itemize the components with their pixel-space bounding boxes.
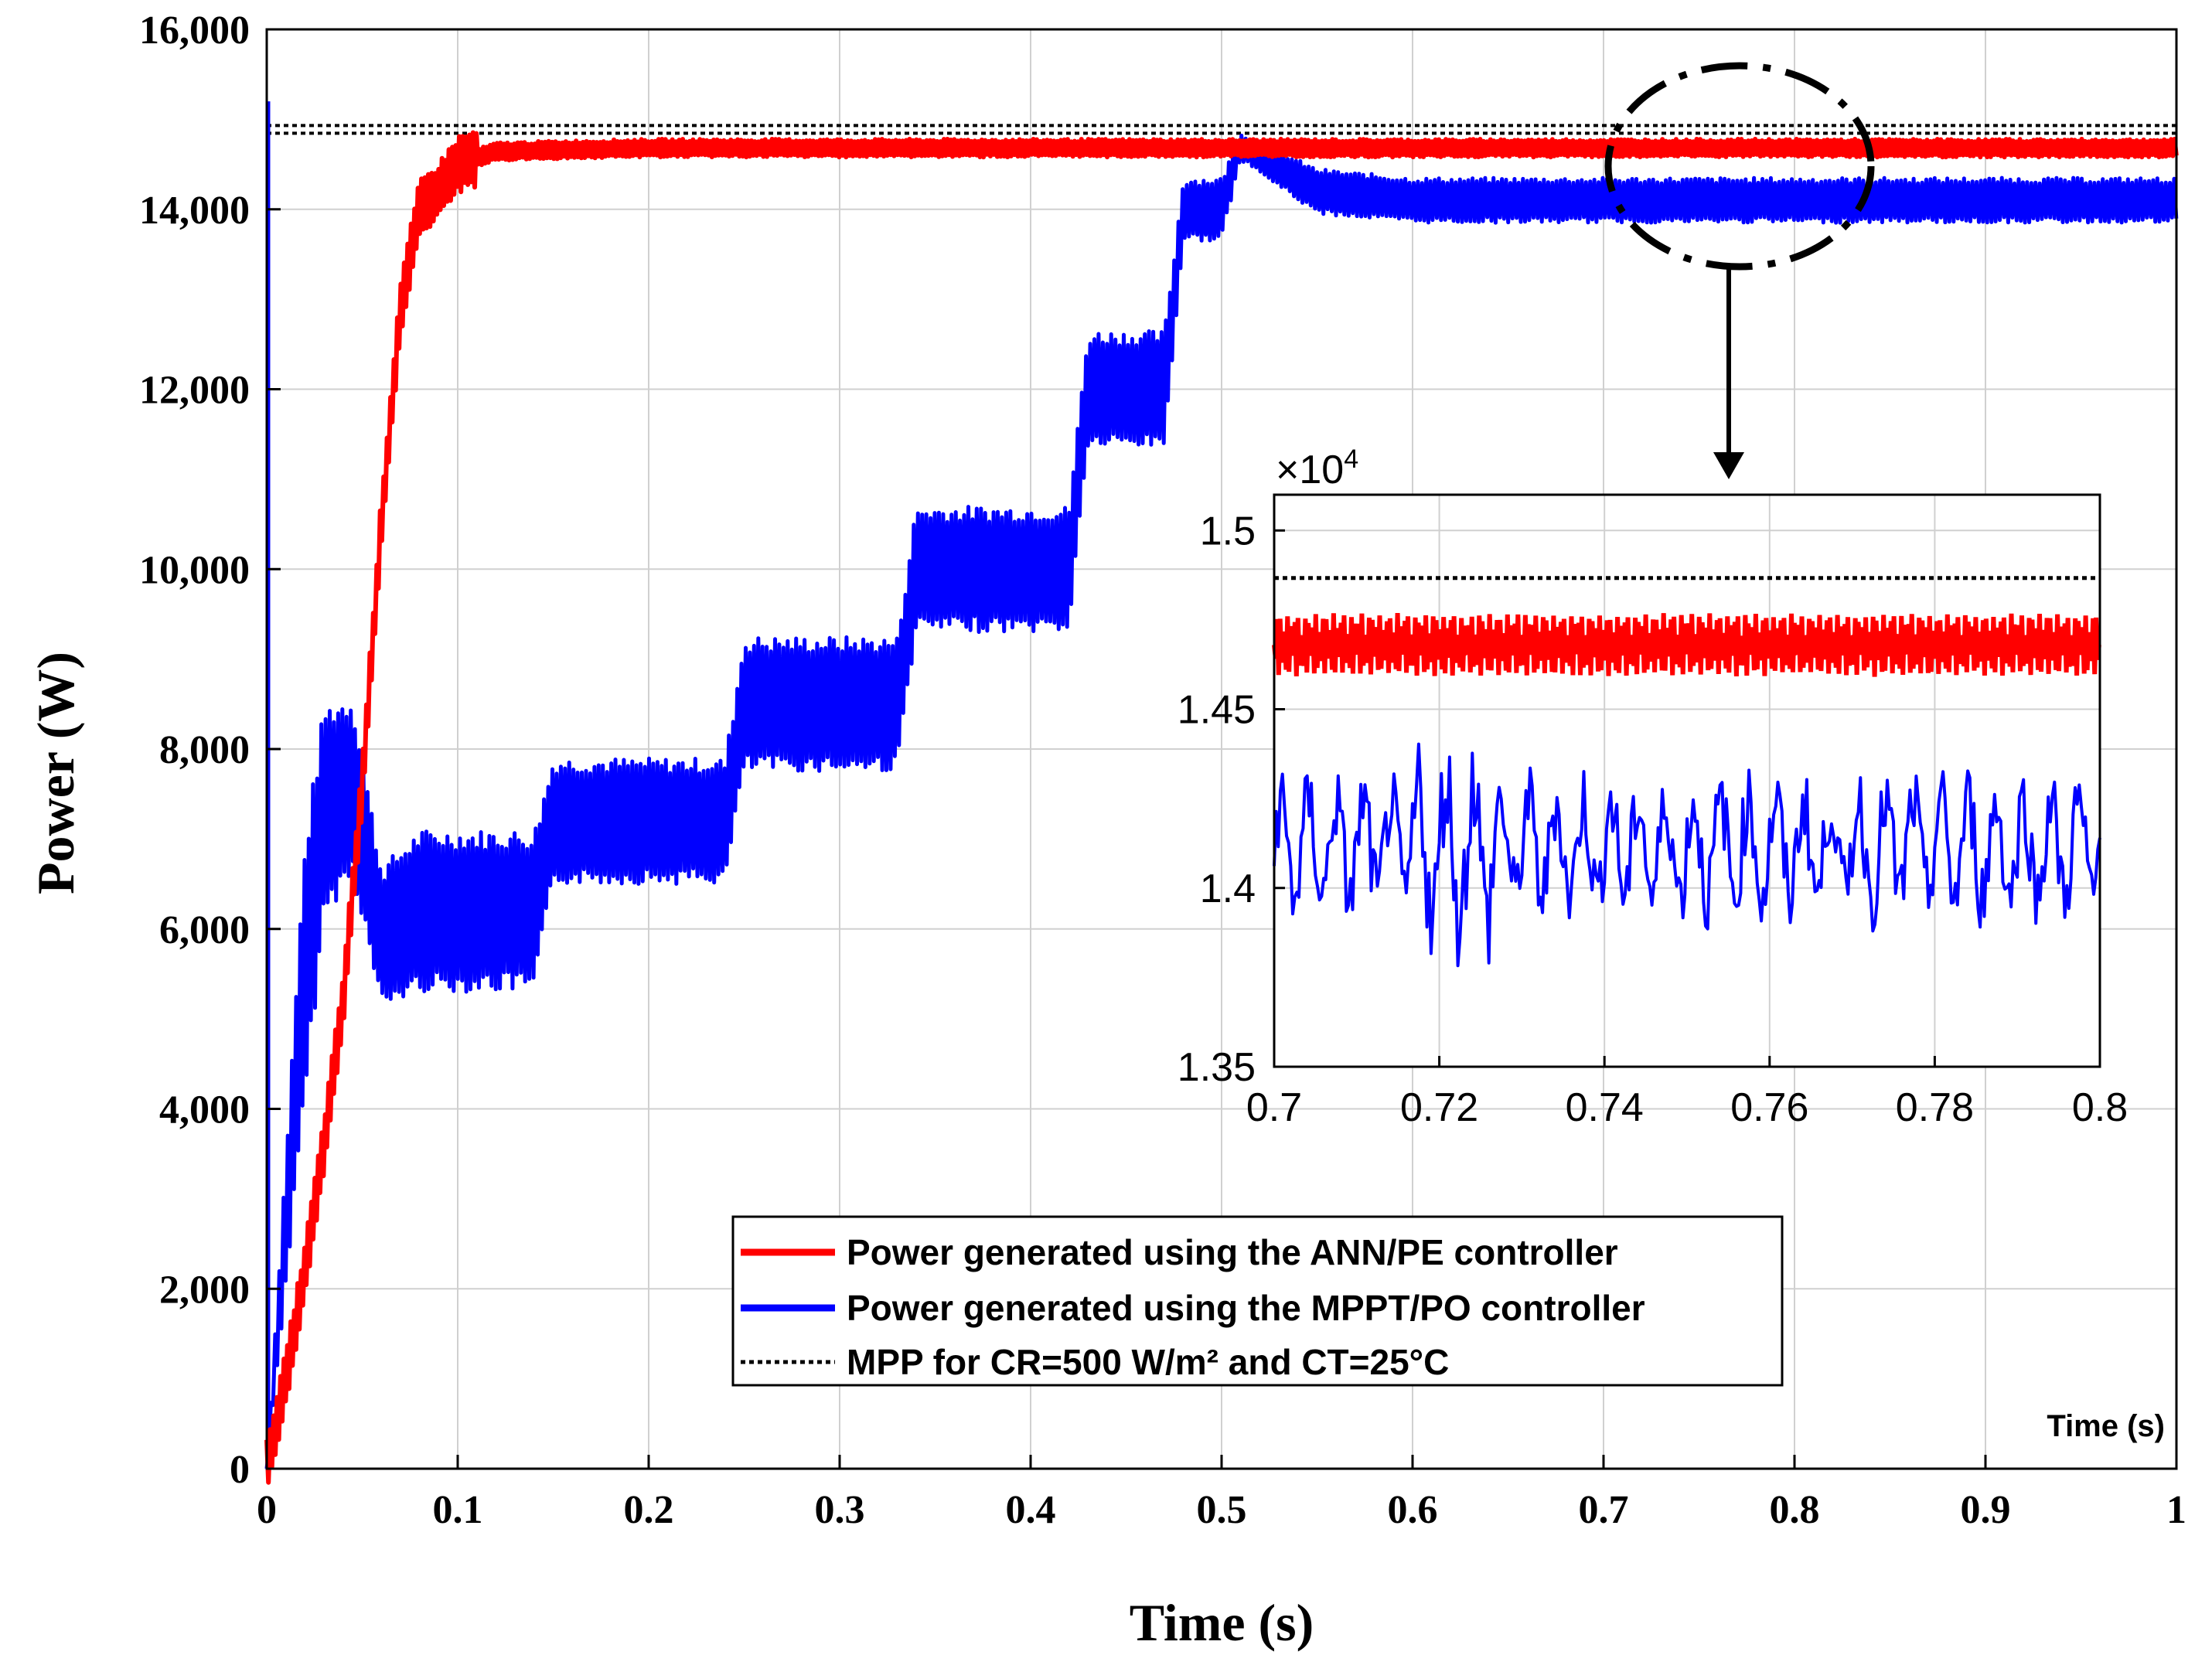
main-y-tick-label: 8,000 (159, 728, 250, 772)
main-x-tick-label: 0.9 (1961, 1488, 2011, 1532)
main-x-tick-label: 0.1 (433, 1488, 483, 1532)
inset-x-ticks: 0.7 0.72 0.74 0.76 0.78 0.8 (1246, 1056, 2128, 1130)
main-y-tick-label: 16,000 (139, 9, 250, 53)
main-x-ticks: 0 0.1 0.2 0.3 0.4 0.5 0.6 0.7 0.8 0.9 1 (257, 1455, 2186, 1532)
main-y-tick-label: 12,000 (139, 369, 250, 413)
legend-box (731, 1215, 1784, 1387)
inset-y-tick-label: 1.45 (1178, 688, 1256, 733)
main-x-tick-label: 0.3 (815, 1488, 865, 1532)
main-y-tick-label: 14,000 (139, 189, 250, 233)
inset-plot-area (1274, 495, 2100, 1067)
inset-y-multiplier: ×104 (1276, 444, 1358, 492)
main-x-tick-label: 0 (257, 1488, 277, 1532)
y-axis-title: Power (W) (26, 652, 85, 894)
inset-series-ann-pe-line (1272, 613, 2101, 677)
legend: Power generated using the ANN/PE control… (731, 1215, 1784, 1387)
legend-label-mppt: Power generated using the MPPT/PO contro… (847, 1288, 1645, 1328)
main-x-tick-label: 1 (2166, 1488, 2186, 1532)
series-ann-pe-line (264, 130, 2179, 1485)
main-x-tick-label: 0.4 (1006, 1488, 1056, 1532)
inset-y-ticks: 1.35 1.4 1.45 1.5 (1178, 509, 1285, 1090)
inset-x-tick-label: 0.74 (1566, 1085, 1644, 1130)
inset-x-tick-label: 0.7 (1246, 1085, 1302, 1130)
inset-series (1272, 576, 2101, 968)
inset-x-tick-label: 0.78 (1896, 1085, 1974, 1130)
main-x-tick-label: 0.5 (1197, 1488, 1247, 1532)
main-x-tick-label: 0.2 (624, 1488, 674, 1532)
legend-label-ann: Power generated using the ANN/PE control… (847, 1232, 1618, 1272)
main-y-tick-label: 2,000 (159, 1268, 250, 1312)
legend-label-mpp: MPP for CR=500 W/m² and CT=25°C (847, 1342, 1449, 1382)
inset-y-tick-label: 1.5 (1200, 509, 1256, 553)
main-x-tick-label: 0.7 (1579, 1488, 1629, 1532)
inset-plot: 0.7 0.72 0.74 0.76 0.78 0.8 1.35 1.4 1.45 1.5 ×1… (1178, 444, 2128, 1130)
main-y-tick-label: 0 (230, 1448, 250, 1492)
zoom-region-ellipse (1604, 62, 1875, 271)
inset-y-tick-label: 1.4 (1200, 867, 1256, 911)
main-y-ticks: 0 2,000 4,000 6,000 8,000 10,000 12,000 14,000 1… (139, 9, 281, 1492)
inset-plot-frame (1273, 493, 2101, 1068)
x-axis-title: Time (s) (1130, 1593, 1314, 1652)
zoom-arrow-head (1713, 452, 1744, 479)
series-mppt-po-line (264, 133, 2179, 1469)
main-x-tick-label: 0.8 (1770, 1488, 1820, 1532)
inset-x-tick-label: 0.72 (1400, 1085, 1478, 1130)
main-y-tick-label: 6,000 (159, 908, 250, 952)
inset-x-tick-label: 0.8 (2072, 1085, 2128, 1130)
inset-series-mppt-po-line (1273, 742, 2101, 968)
main-y-tick-label: 10,000 (139, 548, 250, 592)
main-x-tick-label: 0.6 (1388, 1488, 1438, 1532)
inset-x-axis-title: Time (s) (2047, 1409, 2165, 1443)
inset-x-tick-label: 0.76 (1730, 1085, 1808, 1130)
main-y-tick-label: 4,000 (159, 1088, 250, 1132)
inset-y-tick-label: 1.35 (1178, 1045, 1256, 1090)
main-series (264, 101, 2179, 1485)
